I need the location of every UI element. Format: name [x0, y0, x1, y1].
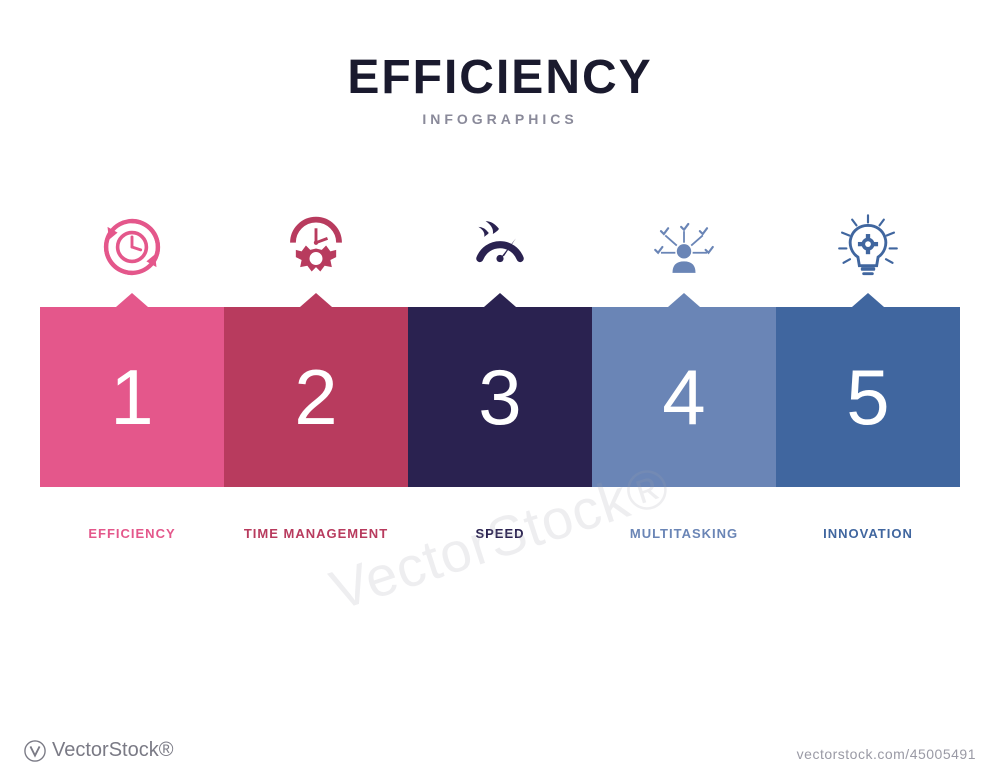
page-title: EFFICIENCY — [347, 50, 652, 105]
footer: VectorStock® vectorstock.com/45005491 — [0, 739, 1000, 762]
infographic-container: EFFICIENCY INFOGRAPHICS — [0, 0, 1000, 780]
multitask-person-icon — [648, 211, 720, 283]
pointer-4 — [668, 293, 700, 307]
step-number-5: 5 — [846, 352, 889, 443]
speedometer-icon — [464, 211, 536, 283]
step-block-3: 3 — [408, 307, 592, 487]
step-number-1: 1 — [110, 352, 153, 443]
page-subtitle: INFOGRAPHICS — [422, 111, 577, 127]
pointer-1 — [116, 293, 148, 307]
step-label-2: TIME MANAGEMENT — [224, 525, 408, 543]
pointer-5 — [852, 293, 884, 307]
icon-cell-1 — [40, 187, 224, 307]
step-block-1: 1 — [40, 307, 224, 487]
pointer-2 — [300, 293, 332, 307]
step-block-5: 5 — [776, 307, 960, 487]
step-block-4: 4 — [592, 307, 776, 487]
step-block-2: 2 — [224, 307, 408, 487]
footer-brand-text: VectorStock® — [52, 739, 173, 762]
cycle-clock-icon — [96, 211, 168, 283]
clock-gear-icon — [280, 211, 352, 283]
footer-id: vectorstock.com/45005491 — [797, 746, 976, 762]
icon-cell-5 — [776, 187, 960, 307]
step-label-1: EFFICIENCY — [40, 525, 224, 543]
icon-cell-3 — [408, 187, 592, 307]
icon-cell-2 — [224, 187, 408, 307]
step-number-3: 3 — [478, 352, 521, 443]
icons-row — [40, 187, 960, 307]
step-number-2: 2 — [294, 352, 337, 443]
vectorstock-logo-icon — [24, 740, 46, 762]
blocks-row: 1 2 3 4 5 — [40, 307, 960, 487]
icon-cell-4 — [592, 187, 776, 307]
footer-brand: VectorStock® — [24, 739, 173, 762]
bulb-gear-icon — [832, 211, 904, 283]
labels-row: EFFICIENCY TIME MANAGEMENT SPEED MULTITA… — [40, 525, 960, 543]
step-number-4: 4 — [662, 352, 705, 443]
infographic-row: 1 2 3 4 5 EFFICIENCY TIME MANAGEMENT — [40, 187, 960, 543]
step-label-5: INNOVATION — [776, 525, 960, 543]
step-label-4: MULTITASKING — [592, 525, 776, 543]
pointer-3 — [484, 293, 516, 307]
step-label-3: SPEED — [408, 525, 592, 543]
